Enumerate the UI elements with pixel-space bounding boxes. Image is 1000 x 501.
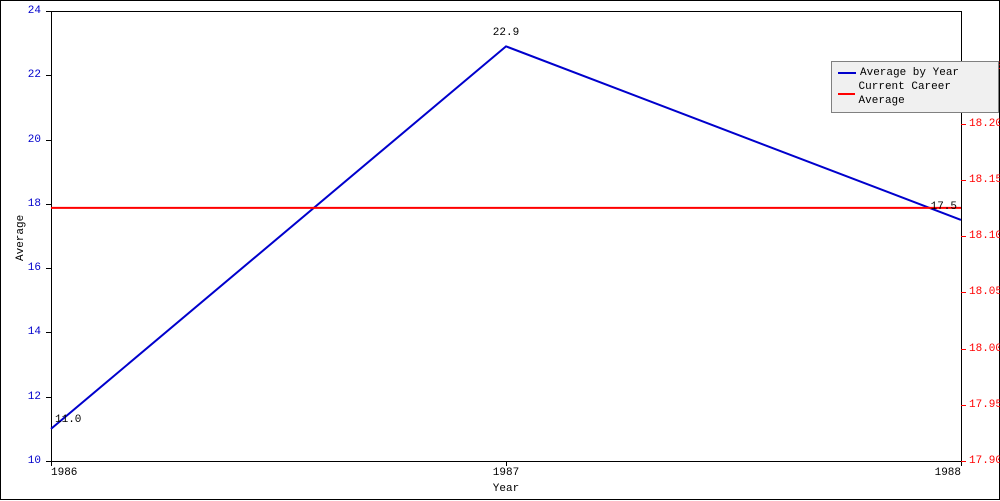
legend-item: Current Career Average (838, 80, 992, 108)
y-left-tick (46, 140, 51, 141)
series-line (51, 46, 961, 429)
y-right-tick-label: 18.05 (969, 286, 1000, 298)
legend-swatch-icon (838, 72, 856, 74)
legend-label: Current Career Average (859, 80, 992, 108)
data-point-label: 11.0 (55, 414, 81, 426)
y-left-tick-label: 22 (28, 69, 41, 81)
y-right-tick (961, 124, 966, 125)
y-left-tick (46, 268, 51, 269)
y-left-tick-label: 18 (28, 198, 41, 210)
data-point-label: 17.5 (931, 201, 957, 213)
y-right-tick (961, 292, 966, 293)
legend-item: Average by Year (838, 66, 992, 80)
y-left-tick-label: 12 (28, 391, 41, 403)
y-left-tick (46, 461, 51, 462)
legend-swatch-icon (838, 93, 855, 95)
y-right-tick (961, 180, 966, 181)
y-left-tick (46, 397, 51, 398)
y-left-tick-label: 20 (28, 134, 41, 146)
y-right-tick-label: 17.95 (969, 399, 1000, 411)
chart-container: 1986 1987 1988 10 12 14 16 18 20 22 24 17.90 17.95… (0, 0, 1000, 500)
y-right-tick-label: 18.00 (969, 343, 1000, 355)
y-right-tick-label: 18.20 (969, 118, 1000, 130)
x-axis-label: Year (493, 483, 519, 495)
y-left-axis-label: Average (15, 215, 27, 261)
y-left-tick-label: 10 (28, 455, 41, 467)
y-left-tick (46, 332, 51, 333)
x-tick-label: 1987 (493, 467, 519, 479)
y-right-tick (961, 236, 966, 237)
y-right-tick-label: 18.10 (969, 230, 1000, 242)
x-tick (506, 461, 507, 466)
y-left-tick-label: 24 (28, 5, 41, 17)
legend-label: Average by Year (860, 66, 959, 80)
y-left-tick-label: 16 (28, 262, 41, 274)
y-left-tick (46, 11, 51, 12)
legend: Average by Year Current Career Average (831, 61, 999, 113)
y-left-tick-label: 14 (28, 326, 41, 338)
x-tick (51, 461, 52, 466)
x-tick-label: 1988 (935, 467, 961, 479)
y-left-tick (46, 204, 51, 205)
y-right-tick (961, 461, 966, 462)
y-right-tick (961, 405, 966, 406)
x-tick-label: 1986 (51, 467, 77, 479)
y-right-tick-label: 17.90 (969, 455, 1000, 467)
y-left-tick (46, 75, 51, 76)
y-right-tick-label: 18.15 (969, 174, 1000, 186)
y-right-tick (961, 349, 966, 350)
data-point-label: 22.9 (493, 27, 519, 39)
